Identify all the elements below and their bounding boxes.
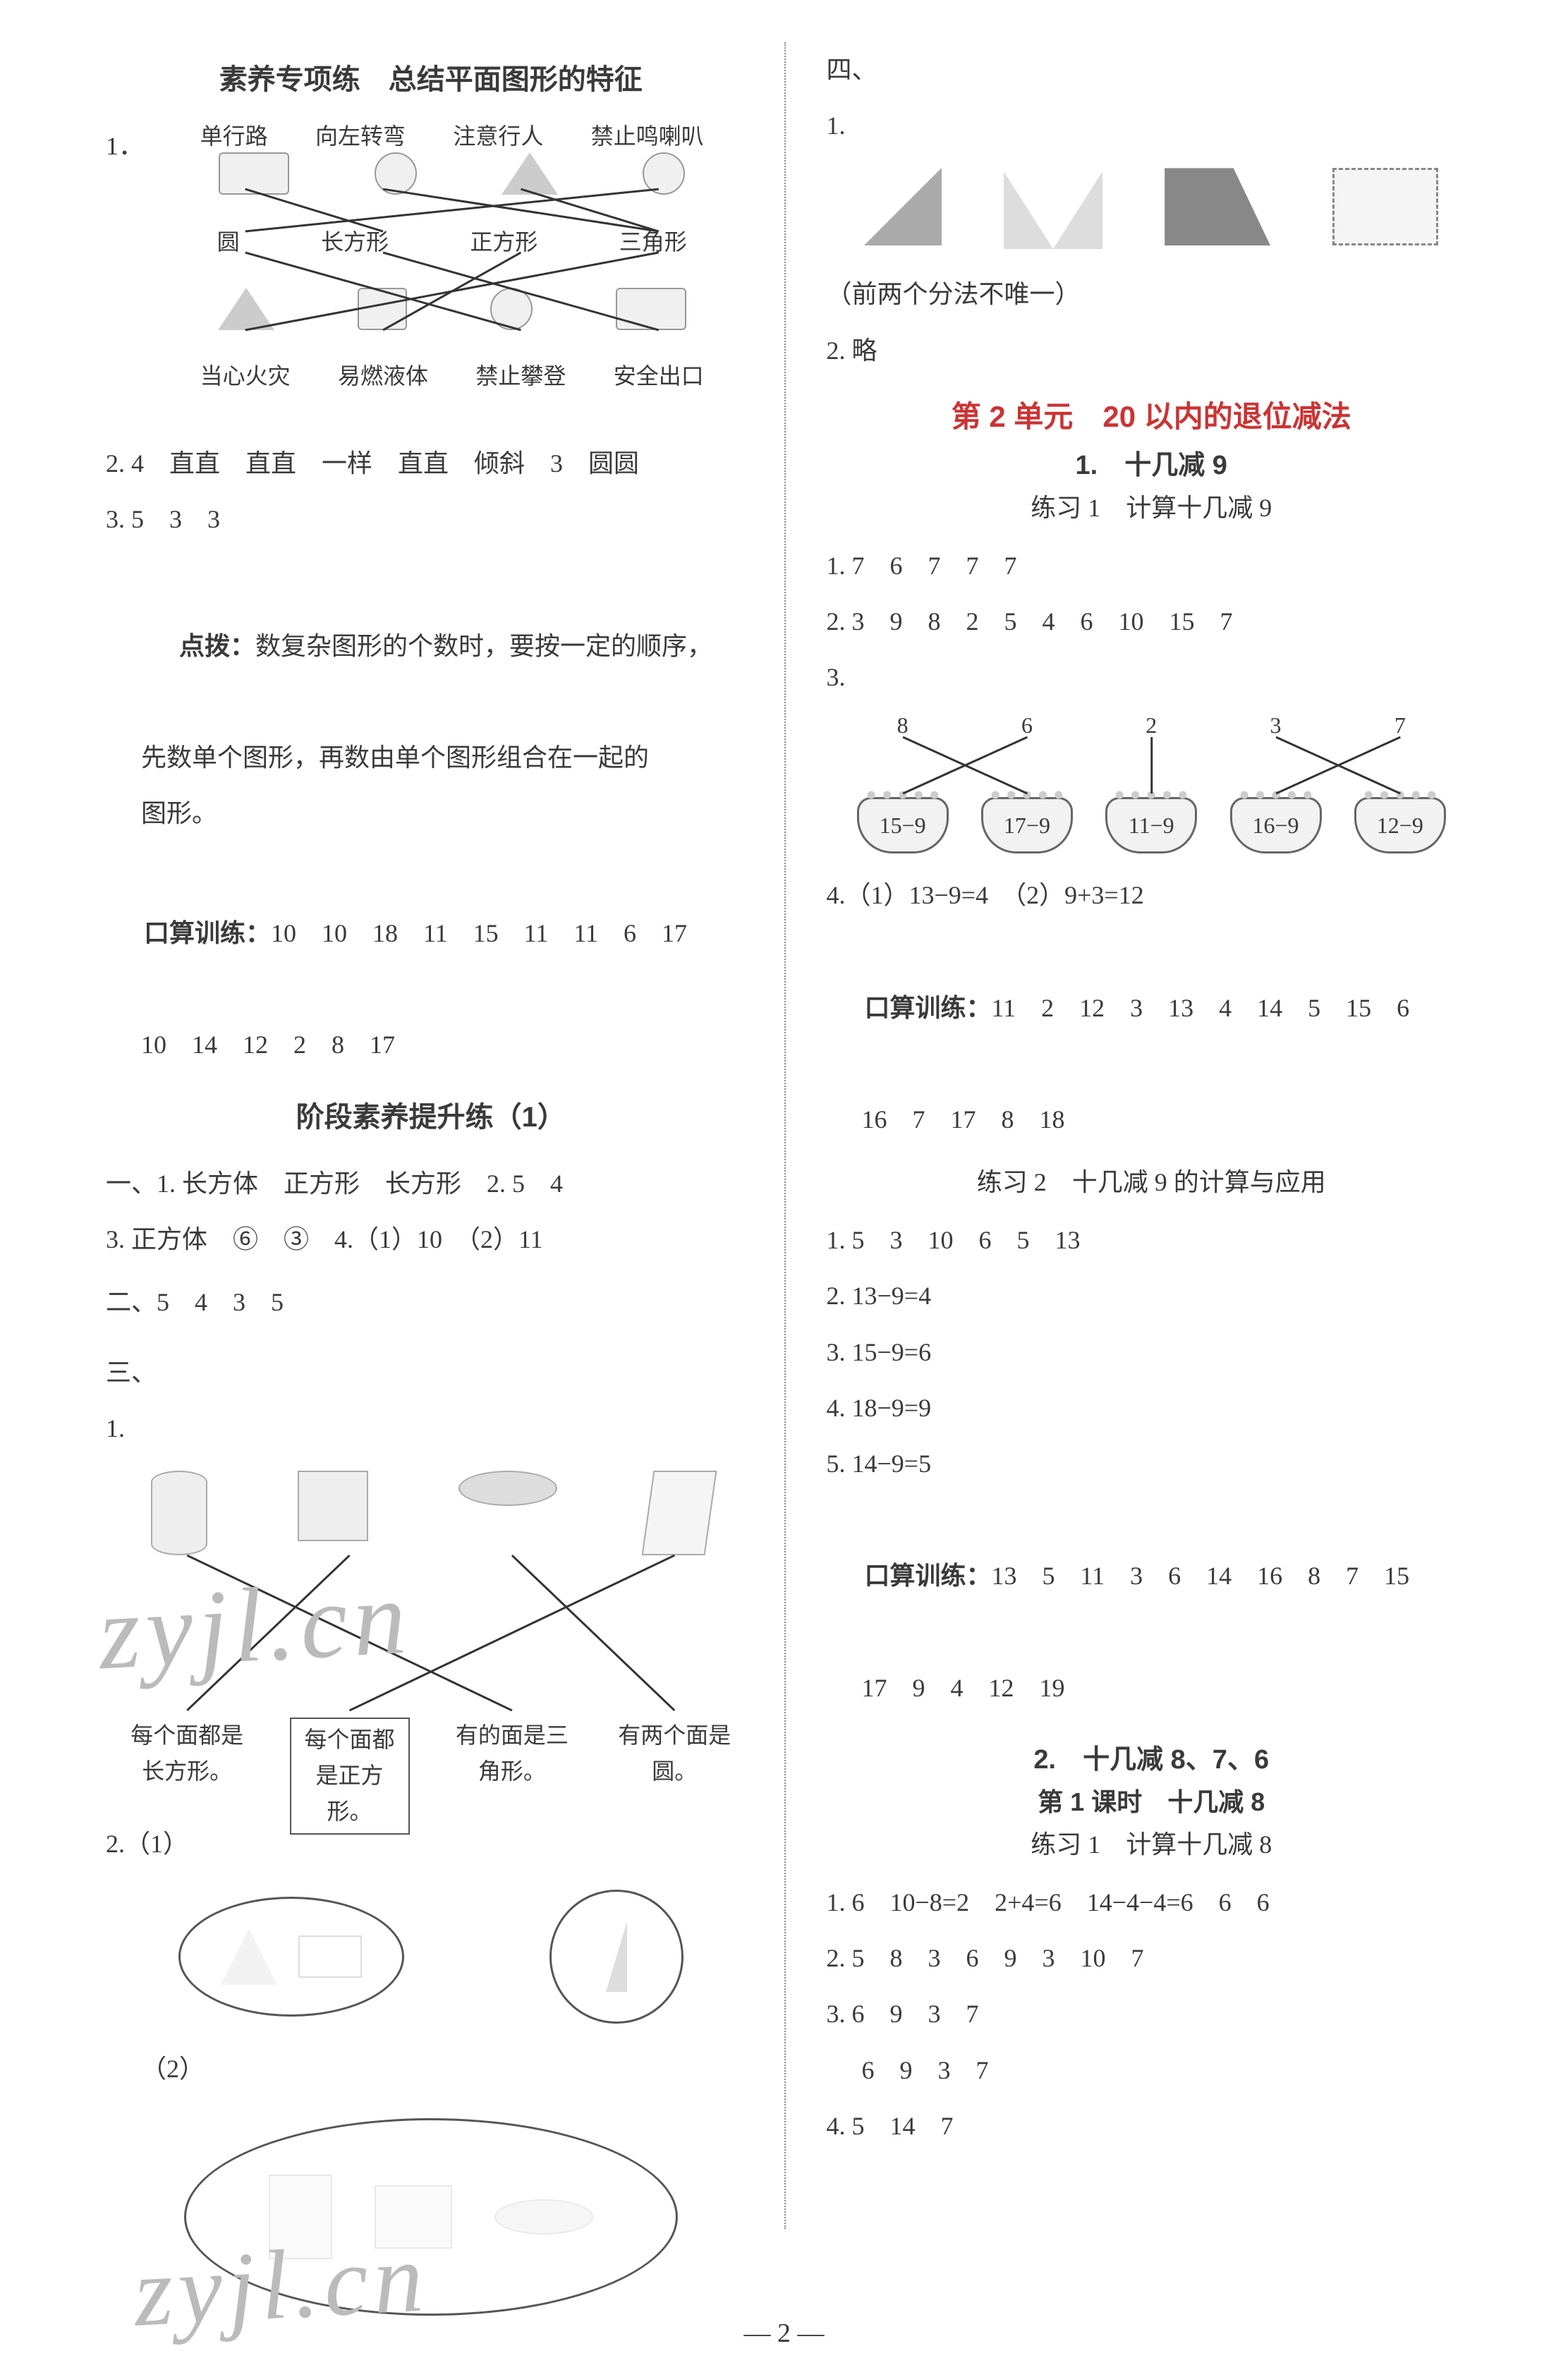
- kousuan: 口算训练：10 10 18 11 15 11 11 6 17: [106, 849, 756, 1017]
- ks-label: 口算训练：: [865, 993, 992, 1022]
- left-title-2: 阶段素养提升练（1）: [106, 1094, 756, 1135]
- dianbo-text1: 数复杂图形的个数时，要按一定的顺序，: [255, 632, 712, 660]
- ks2b: 17 9 4 12 19: [827, 1660, 1477, 1716]
- l2-4: 4. 18−9=9: [827, 1380, 1477, 1436]
- watermark: zyjl.cn: [96, 1557, 415, 1694]
- split-triangle-icon: [1004, 164, 1102, 249]
- left-title-1: 素养专项练 总结平面图形的特征: [106, 56, 756, 97]
- q2-shapes-row1: [106, 1879, 756, 2034]
- right-column: 四、 1. （前两个分法不唯一） 2. 略 第 2 单元 20 以内的退位减法 …: [791, 42, 1498, 2229]
- dianbo-text2: 先数单个图形，再数由单个图形组合在一起的: [106, 730, 756, 786]
- l2-5: 5. 14−9=5: [827, 1436, 1477, 1492]
- trapezoid-icon: [1165, 168, 1270, 245]
- l3-3: 3. 6 9 3 7: [827, 1986, 1477, 2042]
- r-four: 四、: [827, 42, 1477, 98]
- ks1a: 11 2 12 3 13 4 14 5 15 6: [992, 994, 1410, 1022]
- ellipse-group: [178, 1897, 404, 2017]
- l1-3: 3.: [827, 650, 1477, 705]
- l3-4: 4. 5 14 7: [827, 2098, 1477, 2154]
- s1-3: 3. 正方体 ⑥ ③ 4.（1）10 （2）11: [106, 1212, 756, 1268]
- l3-3b: 6 9 3 7: [827, 2043, 1477, 2098]
- s2: 二、5 4 3 5: [106, 1275, 756, 1330]
- l1-4: 4.（1）13−9=4 （2）9+3=12: [827, 868, 1477, 923]
- ks-label: 口算训练：: [865, 1561, 992, 1590]
- r3-lines: [841, 712, 1463, 861]
- q1-connection-lines: [176, 119, 728, 422]
- ks1: 10 10 18 11 15 11 11 6 17: [271, 919, 687, 947]
- q3-label-3: 有两个面是圆。: [614, 1718, 734, 1835]
- left-column: 素养专项练 总结平面图形的特征 1． 单行路 向左转弯 注意行人 禁止鸣喇叭: [85, 42, 791, 2229]
- sec1-sub: 练习 1 计算十几减 9: [827, 487, 1477, 524]
- ks1b: 16 7 17 8 18: [827, 1092, 1477, 1148]
- ks-label: 口算训练：: [144, 918, 271, 947]
- r4-shapes-row: [834, 154, 1470, 260]
- s3-header: 三、: [106, 1345, 756, 1401]
- sec3-title: 2. 十几减 8、7、6: [827, 1737, 1477, 1776]
- triangle-icon: [606, 1921, 627, 1992]
- dianbo: 点拨：数复杂图形的个数时，要按一定的顺序，: [106, 561, 756, 730]
- q1-matching-diagram: 单行路 向左转弯 注意行人 禁止鸣喇叭 圆 长方形 正方形 三角形: [176, 119, 728, 422]
- triangle-icon: [221, 1928, 277, 1985]
- l2-3: 3. 15−9=6: [827, 1325, 1477, 1380]
- ks-r2: 口算训练：13 5 11 3 6 14 16 8 7 15: [827, 1492, 1477, 1660]
- circle-group: [549, 1890, 683, 2024]
- q3-labels-row: 每个面都是长方形。 每个面都是正方形。 有的面是三角形。 有两个面是圆。: [106, 1718, 756, 1835]
- l2-2: 2. 13−9=4: [827, 1268, 1477, 1324]
- unit-title: 第 2 单元 20 以内的退位减法: [827, 393, 1477, 436]
- sec2-sub: 练习 2 十几减 9 的计算与应用: [827, 1162, 1477, 1198]
- l3-1: 1. 6 10−8=2 2+4=6 14−4−4=6 6 6: [827, 1875, 1477, 1931]
- s3-1: 1.: [106, 1401, 756, 1457]
- page-number: — 2 —: [0, 2318, 1568, 2349]
- sec1-title: 1. 十几减 9: [827, 443, 1477, 482]
- l2-1: 1. 5 3 10 6 5 13: [827, 1213, 1477, 1268]
- rect-icon: [298, 1936, 362, 1978]
- sec3-sub1: 第 1 课时 十几减 8: [827, 1782, 1477, 1818]
- l1-2: 2. 3 9 8 2 5 4 6 10 15 7: [827, 594, 1477, 650]
- s2q2-2: （2）: [106, 2041, 756, 2097]
- l3-2: 2. 5 8 3 6 9 3 10 7: [827, 1931, 1477, 1986]
- ks2a: 13 5 11 3 6 14 16 8 7 15: [992, 1562, 1410, 1590]
- shape-icon: [494, 2199, 593, 2235]
- r-q2: 2. 略: [827, 323, 1477, 379]
- q1-prefix: 1．: [106, 119, 148, 436]
- s1-1: 一、1. 长方体 正方形 长方形 2. 5 4: [106, 1156, 756, 1212]
- q3-line: 3. 5 3 3: [106, 492, 756, 547]
- l1-1: 1. 7 6 7 7 7: [827, 538, 1477, 594]
- q3-label-1: 每个面都是正方形。: [290, 1718, 410, 1835]
- q3-label-2: 有的面是三角形。: [452, 1718, 572, 1835]
- dianbo-label: 点拨：: [179, 631, 255, 660]
- dianbo-text3: 图形。: [106, 786, 756, 841]
- dashed-rect-icon: [1332, 168, 1438, 245]
- dashed-triangle-icon: [864, 168, 942, 245]
- r-one: 1.: [827, 98, 1477, 154]
- r-note1: （前两个分法不唯一）: [827, 267, 1477, 322]
- sec3-sub2: 练习 1 计算十几减 8: [827, 1824, 1477, 1861]
- q3-label-0: 每个面都是长方形。: [127, 1718, 247, 1835]
- ks-r1: 口算训练：11 2 12 3 13 4 14 5 15 6: [827, 924, 1477, 1093]
- r3-matching-diagram: 8 6 2 3 7 15−9 17−9 11−9 16−9 12−9: [841, 712, 1463, 861]
- ks2: 10 14 12 2 8 17: [106, 1017, 756, 1073]
- q2-line: 2. 4 直直 直直 一样 直直 倾斜 3 圆圆: [106, 436, 756, 492]
